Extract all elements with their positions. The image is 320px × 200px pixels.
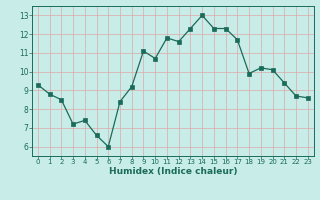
X-axis label: Humidex (Indice chaleur): Humidex (Indice chaleur) <box>108 167 237 176</box>
